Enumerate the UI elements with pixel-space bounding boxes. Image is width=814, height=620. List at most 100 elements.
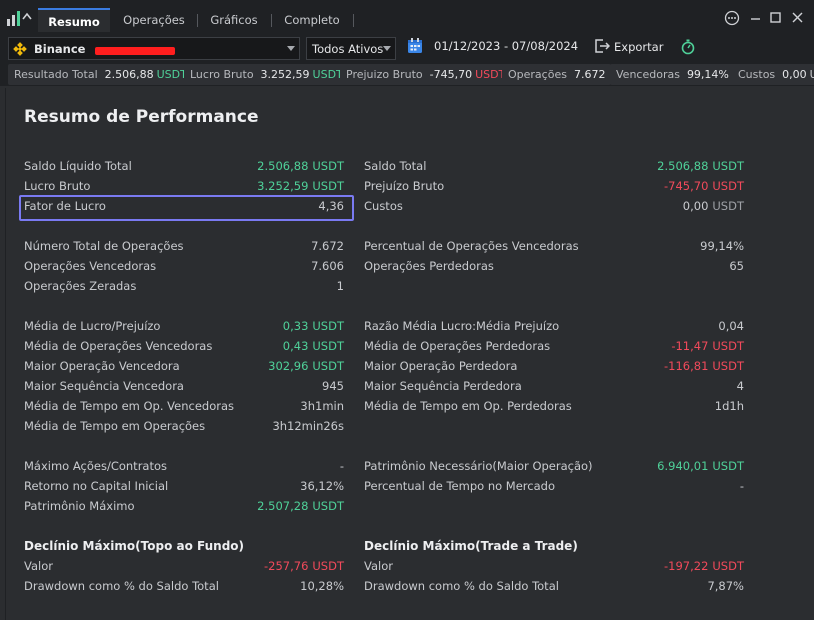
- chip-value: 7.672: [573, 68, 606, 81]
- metric-value-group: 36,12%: [300, 477, 344, 495]
- tab-separator: [353, 14, 354, 27]
- metric-value-group: 0,33 USDT: [283, 317, 344, 335]
- metric-label: Operações Zeradas: [24, 279, 137, 293]
- metric-value-group: 2.507,28 USDT: [257, 497, 344, 515]
- date-range[interactable]: 01/12/2023 - 07/08/2024: [434, 39, 579, 53]
- tab-resumo[interactable]: Resumo: [38, 8, 110, 32]
- metric-row: Saldo Líquido Total 2.506,88 USDT: [24, 157, 344, 175]
- metric-value-group: -: [340, 457, 344, 475]
- metric-currency: USDT: [712, 199, 744, 213]
- metric-value: 4,36: [318, 199, 344, 213]
- metric-row: Percentual de Tempo no Mercado -: [364, 477, 744, 495]
- metric-row: Percentual de Operações Vencedoras 99,14%: [364, 237, 744, 255]
- metric-value: -257,76: [264, 559, 309, 573]
- metric-value: 0,04: [718, 319, 744, 333]
- metric-label: Média de Operações Perdedoras: [364, 339, 551, 353]
- close-icon[interactable]: [788, 8, 808, 28]
- metric-row: Fator de Lucro 4,36: [24, 197, 344, 215]
- chip-label: Resultado Total: [14, 68, 98, 81]
- metric-currency: USDT: [312, 319, 344, 333]
- chevron-down-icon: [383, 46, 391, 51]
- metric-value-group: 3h12min26s: [272, 417, 344, 435]
- metric-value: 1: [336, 279, 344, 293]
- metric-currency: USDT: [312, 359, 344, 373]
- metric-value: 945: [322, 379, 344, 393]
- summary-bar: Resultado Total 2.506,88 USDT Lucro Bruto 3…: [0, 62, 814, 86]
- metric-currency: USDT: [712, 559, 744, 573]
- chip-currency: USDT: [312, 68, 343, 81]
- metric-value: 2.507,28: [257, 499, 309, 513]
- summary-chip-lucro-bruto: Lucro Bruto 3.252,59 USDT: [184, 64, 349, 85]
- redacted-account: [95, 47, 175, 55]
- maximize-icon[interactable]: [766, 8, 786, 28]
- metric-label: Média de Tempo em Operações: [24, 419, 206, 433]
- tab-separator: [271, 14, 272, 27]
- chip-currency: USDT: [475, 68, 506, 81]
- metric-currency: USDT: [312, 499, 344, 513]
- metric-label: Operações Perdedoras: [364, 259, 494, 273]
- metric-value-group: 1d1h: [715, 397, 744, 415]
- chip-currency: USDT: [156, 68, 187, 81]
- metric-value-group: 10,28%: [300, 577, 344, 595]
- metric-label: Máximo Ações/Contratos: [24, 459, 168, 473]
- export-icon: [595, 39, 610, 53]
- section-title-drawdown-peak: Declínio Máximo(Topo ao Fundo): [24, 539, 245, 553]
- metric-currency: USDT: [312, 179, 344, 193]
- metric-currency: USDT: [712, 159, 744, 173]
- metric-row: Maior Sequência Vencedora 945: [24, 377, 344, 395]
- exchange-select[interactable]: Binance: [8, 37, 300, 60]
- metric-value-group: 0,43 USDT: [283, 337, 344, 355]
- assets-selected: Todos Ativos: [312, 42, 384, 56]
- metric-currency: USDT: [712, 359, 744, 373]
- tab-graficos[interactable]: Gráficos: [210, 13, 258, 27]
- stopwatch-icon[interactable]: [680, 38, 696, 55]
- metric-value-group: 7,87%: [707, 577, 744, 595]
- metric-value-group: 7.672: [311, 237, 344, 255]
- summary-chip-operacoes: Operações 7.672: [502, 64, 612, 85]
- page-title: Resumo de Performance: [24, 107, 259, 127]
- metric-label: Média de Tempo em Op. Vencedoras: [24, 399, 234, 413]
- more-options-icon[interactable]: [722, 8, 742, 28]
- metric-value-group: 3h1min: [300, 397, 344, 415]
- export-button[interactable]: Exportar: [614, 40, 664, 54]
- chip-value: -745,70: [429, 68, 473, 81]
- title-bar: Resumo Operações Gráficos Completo: [0, 0, 814, 32]
- metric-row: Número Total de Operações 7.672: [24, 237, 344, 255]
- tab-operacoes[interactable]: Operações: [123, 13, 185, 27]
- metric-label: Lucro Bruto: [24, 179, 91, 193]
- metric-label: Patrimônio Máximo: [24, 499, 135, 513]
- metric-value: 302,96: [268, 359, 309, 373]
- metric-row: Média de Tempo em Op. Perdedoras 1d1h: [364, 397, 744, 415]
- metric-row: Operações Zeradas 1: [24, 277, 344, 295]
- metric-row: Maior Sequência Perdedora 4: [364, 377, 744, 395]
- chip-value: 2.506,88: [104, 68, 154, 81]
- binance-icon: [13, 42, 27, 56]
- metric-value-group: 0,04: [718, 317, 744, 335]
- metric-value: 2.506,88: [657, 159, 709, 173]
- metric-value-group: -257,76 USDT: [264, 557, 344, 575]
- metric-value-group: 99,14%: [700, 237, 744, 255]
- metric-value: 2.506,88: [257, 159, 309, 173]
- metric-label: Maior Operação Perdedora: [364, 359, 518, 373]
- metric-label: Retorno no Capital Inicial: [24, 479, 169, 493]
- metric-value: 0,00: [682, 199, 709, 213]
- calendar-icon[interactable]: [406, 37, 424, 55]
- chip-label: Operações: [508, 68, 567, 81]
- metric-row: Saldo Total 2.506,88 USDT: [364, 157, 744, 175]
- assets-select[interactable]: Todos Ativos: [306, 37, 396, 60]
- metric-row: Custos 0,00 USDT: [364, 197, 744, 215]
- metric-label: Valor: [364, 559, 393, 573]
- summary-chip-resultado-total: Resultado Total 2.506,88 USDT: [8, 64, 193, 85]
- summary-chip-prejuizo-bruto: Prejuizo Bruto -745,70 USDT: [340, 64, 512, 85]
- metric-value-group: 4: [737, 377, 744, 395]
- metric-row: Valor -197,22 USDT: [364, 557, 744, 575]
- tab-completo[interactable]: Completo: [284, 13, 340, 27]
- metric-label: Média de Lucro/Prejuízo: [24, 319, 161, 333]
- metric-value-group: 945: [322, 377, 344, 395]
- metric-row: Operações Vencedoras 7.606: [24, 257, 344, 275]
- minimize-icon[interactable]: [746, 8, 766, 28]
- metric-currency: USDT: [312, 339, 344, 353]
- metric-label: Média de Tempo em Op. Perdedoras: [364, 399, 572, 413]
- metric-value-group: 0,00 USDT: [683, 197, 744, 215]
- metric-currency: USDT: [312, 159, 344, 173]
